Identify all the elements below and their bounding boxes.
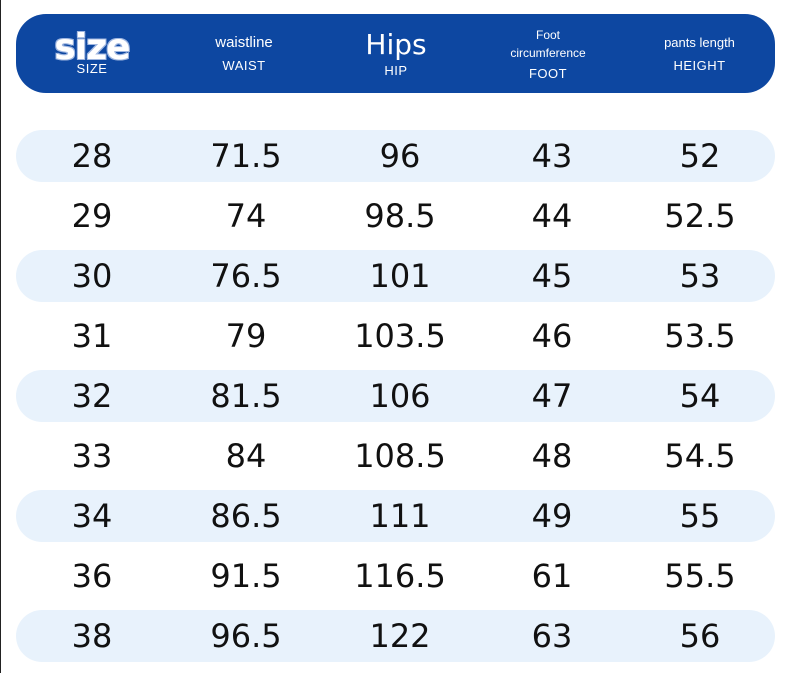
cell-size: 29 xyxy=(71,197,113,235)
table-row: 36 91.5 116.5 61 55.5 xyxy=(16,550,775,602)
header-hip-code: HIP xyxy=(384,62,408,78)
cell-waist: 84 xyxy=(225,437,267,475)
cell-waist: 71.5 xyxy=(210,137,282,175)
cell-waist: 76.5 xyxy=(210,257,282,295)
cell-height: 56 xyxy=(679,617,721,655)
cell-hip: 111 xyxy=(369,497,431,535)
cell-height: 55 xyxy=(679,497,721,535)
cell-hip: 96 xyxy=(379,137,421,175)
header-hip-title: Hips xyxy=(365,27,427,61)
header-size-code: SIZE xyxy=(76,60,108,76)
cell-size: 31 xyxy=(71,317,113,355)
table-row: 28 71.5 96 43 52 xyxy=(16,130,775,182)
header-size-title: size xyxy=(54,26,130,68)
header-hip: Hips HIP xyxy=(320,14,472,93)
cell-height: 52 xyxy=(679,137,721,175)
cell-size: 34 xyxy=(71,497,113,535)
cell-hip: 98.5 xyxy=(364,197,436,235)
header-waist: waistline WAIST xyxy=(168,14,320,93)
cell-height: 53 xyxy=(679,257,721,295)
left-border-line xyxy=(0,0,1,673)
table-row: 32 81.5 106 47 54 xyxy=(16,370,775,422)
cell-height: 54.5 xyxy=(664,437,736,475)
cell-hip: 108.5 xyxy=(354,437,446,475)
cell-waist: 96.5 xyxy=(210,617,282,655)
cell-size: 38 xyxy=(71,617,113,655)
cell-foot: 45 xyxy=(531,257,573,295)
cell-hip: 122 xyxy=(369,617,431,655)
table-row: 31 79 103.5 46 53.5 xyxy=(16,310,775,362)
cell-waist: 86.5 xyxy=(210,497,282,535)
cell-foot: 46 xyxy=(531,317,573,355)
header-waist-code: WAIST xyxy=(222,57,266,73)
table-row: 29 74 98.5 44 52.5 xyxy=(16,190,775,242)
cell-foot: 47 xyxy=(531,377,573,415)
cell-size: 28 xyxy=(71,137,113,175)
cell-hip: 116.5 xyxy=(354,557,446,595)
header-height-title: pants length xyxy=(664,34,735,50)
cell-waist: 74 xyxy=(225,197,267,235)
table-row: 38 96.5 122 63 56 xyxy=(16,610,775,662)
table-row: 34 86.5 111 49 55 xyxy=(16,490,775,542)
cell-foot: 63 xyxy=(531,617,573,655)
cell-hip: 106 xyxy=(369,377,431,415)
cell-size: 32 xyxy=(71,377,113,415)
header-size: size SIZE xyxy=(16,14,168,93)
cell-size: 36 xyxy=(71,557,113,595)
cell-height: 54 xyxy=(679,377,721,415)
header-waist-title: waistline xyxy=(215,33,273,51)
cell-height: 52.5 xyxy=(664,197,736,235)
header-height-code: HEIGHT xyxy=(673,57,726,73)
cell-foot: 49 xyxy=(531,497,573,535)
table-row: 33 84 108.5 48 54.5 xyxy=(16,430,775,482)
cell-size: 30 xyxy=(71,257,113,295)
cell-height: 53.5 xyxy=(664,317,736,355)
cell-size: 33 xyxy=(71,437,113,475)
cell-foot: 61 xyxy=(531,557,573,595)
cell-height: 55.5 xyxy=(664,557,736,595)
cell-foot: 44 xyxy=(531,197,573,235)
cell-foot: 48 xyxy=(531,437,573,475)
header-foot: Foot circumference FOOT xyxy=(472,14,624,93)
header-height: pants length HEIGHT xyxy=(624,14,775,93)
size-chart-header: size SIZE waistline WAIST Hips HIP Foot … xyxy=(16,14,775,93)
header-foot-title: Foot circumference xyxy=(510,27,586,60)
cell-hip: 101 xyxy=(369,257,431,295)
table-row: 30 76.5 101 45 53 xyxy=(16,250,775,302)
cell-hip: 103.5 xyxy=(354,317,446,355)
header-foot-code: FOOT xyxy=(528,65,568,81)
cell-waist: 91.5 xyxy=(210,557,282,595)
cell-waist: 81.5 xyxy=(210,377,282,415)
cell-foot: 43 xyxy=(531,137,573,175)
cell-waist: 79 xyxy=(225,317,267,355)
